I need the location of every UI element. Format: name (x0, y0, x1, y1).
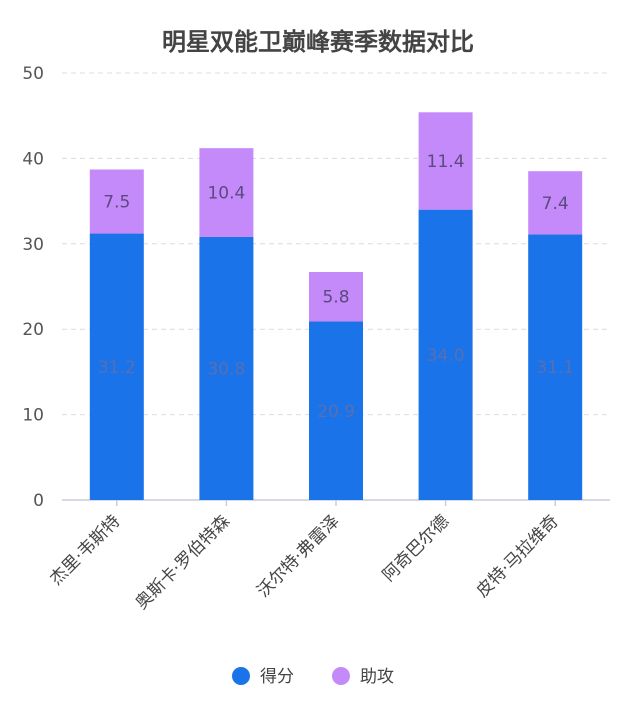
y-tick-label: 0 (33, 491, 44, 511)
x-axis-ticks: 杰里·韦斯特 奥斯卡·罗伯特森 沃尔特·弗雷泽 阿奇巴尔德 皮特·马拉维奇 (46, 500, 563, 614)
legend-marker-assist (332, 667, 350, 685)
bar-assist (418, 112, 473, 210)
legend-label-score: 得分 (260, 667, 294, 687)
data-label: 30.8 (207, 359, 245, 379)
data-label: 10.4 (207, 184, 245, 204)
legend: 得分 助攻 (232, 667, 394, 687)
bar-assist (528, 171, 583, 235)
x-tick-label: 杰里·韦斯特 (46, 511, 124, 589)
data-label: 20.9 (317, 402, 355, 422)
data-label: 7.5 (103, 193, 130, 213)
bar-score (309, 321, 363, 500)
y-tick-label: 20 (22, 320, 44, 340)
data-label: 11.4 (427, 152, 465, 172)
data-label: 7.4 (542, 194, 569, 214)
bar-assist (199, 148, 254, 237)
data-label: 34.0 (427, 346, 465, 366)
bar-assist (89, 169, 144, 234)
y-axis-ticks: 0 10 20 30 40 50 (22, 64, 44, 511)
bars (89, 112, 583, 500)
bar-assist (309, 271, 363, 322)
x-tick-label: 阿奇巴尔德 (379, 511, 453, 585)
chart-title: 明星双能卫巅峰赛季数据对比 (162, 28, 474, 56)
bar-score (528, 234, 583, 500)
x-tick-label: 奥斯卡·罗伯特森 (132, 511, 234, 613)
y-tick-label: 10 (22, 406, 44, 426)
data-label: 31.2 (98, 358, 136, 378)
data-labels: 31.2 7.5 30.8 10.4 20.9 5.8 34.0 11.4 31.1 7.4 (98, 152, 574, 422)
bar-score (199, 236, 254, 500)
legend-label-assist: 助攻 (360, 667, 394, 687)
x-tick-label: 皮特·马拉维奇 (473, 511, 563, 601)
data-label: 31.1 (536, 358, 574, 378)
x-tick-label: 沃尔特·弗雷泽 (253, 511, 343, 601)
bar-score (89, 233, 144, 500)
data-label: 5.8 (322, 288, 349, 308)
y-tick-label: 50 (22, 64, 44, 84)
y-tick-label: 40 (22, 149, 44, 169)
bar-score (418, 209, 473, 500)
y-tick-label: 30 (22, 235, 44, 255)
legend-marker-score (232, 667, 250, 685)
